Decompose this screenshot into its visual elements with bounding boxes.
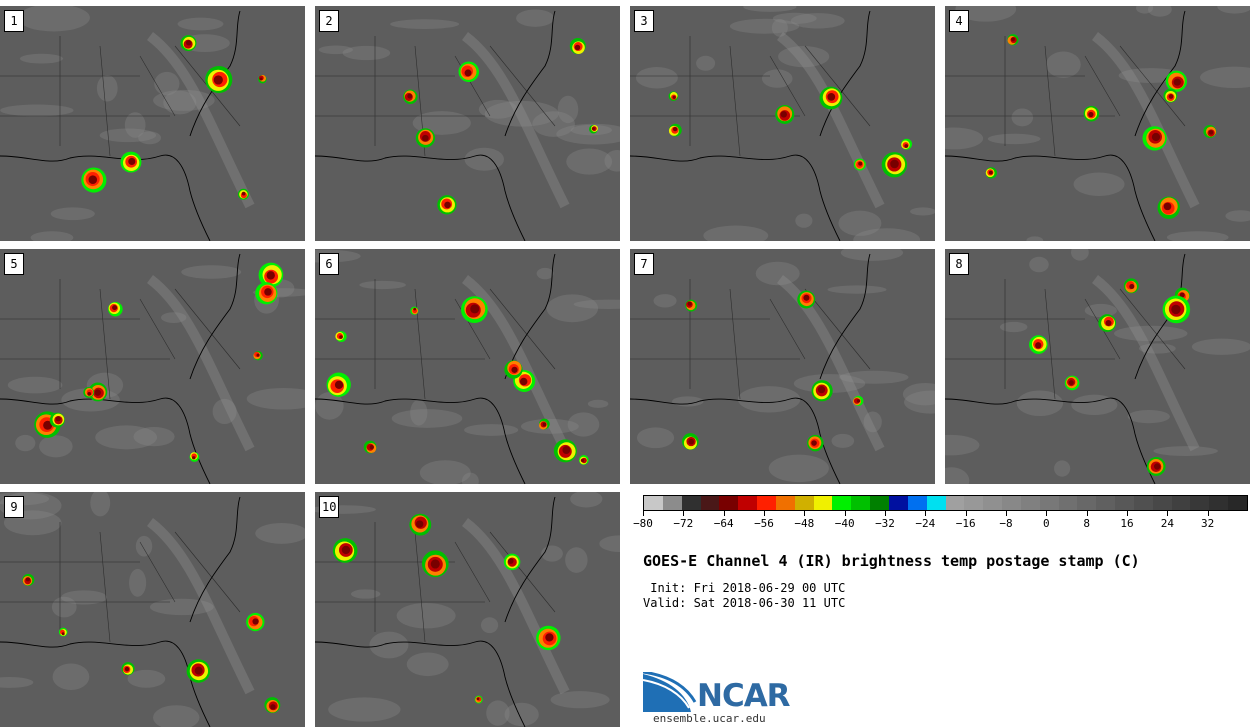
colorbar-tick bbox=[1006, 511, 1007, 516]
colorbar-swatch bbox=[775, 496, 795, 510]
valid-time: Valid: Sat 2018-06-30 11 UTC bbox=[643, 596, 846, 610]
colorbar-swatch bbox=[851, 496, 871, 510]
colorbar-tick bbox=[885, 511, 886, 516]
colorbar-tick bbox=[925, 511, 927, 516]
colorbar-tick bbox=[1207, 511, 1209, 516]
panel-label: 7 bbox=[634, 253, 654, 275]
colorbar-swatch bbox=[832, 496, 852, 510]
colorbar-swatch bbox=[719, 496, 739, 510]
panel-label: 2 bbox=[319, 10, 339, 32]
stamp-panel-1: 1 bbox=[0, 6, 305, 241]
panel-label: 9 bbox=[4, 496, 24, 518]
logo-wordmark: NCAR bbox=[697, 678, 791, 714]
colorbar-swatch bbox=[1152, 496, 1172, 510]
panel-label: 4 bbox=[949, 10, 969, 32]
panel-label: 10 bbox=[319, 496, 340, 518]
colorbar-swatch bbox=[1020, 496, 1040, 510]
colorbar-tick-label: −16 bbox=[955, 517, 976, 530]
colorbar-tick-label: −24 bbox=[915, 517, 936, 530]
colorbar-tick-label: 32 bbox=[1201, 517, 1215, 530]
colorbar-swatch bbox=[644, 496, 663, 510]
colorbar-swatch bbox=[757, 496, 776, 510]
colorbar-swatch bbox=[870, 496, 889, 510]
colorbar-swatch bbox=[1039, 496, 1059, 510]
colorbar-tick bbox=[683, 511, 685, 516]
colorbar-tick bbox=[804, 511, 806, 516]
figure-title: GOES-E Channel 4 (IR) brightness temp po… bbox=[643, 552, 1140, 570]
colorbar-swatch bbox=[907, 496, 927, 510]
colorbar-swatch bbox=[1058, 496, 1078, 510]
colorbar-tick-label: 24 bbox=[1160, 517, 1174, 530]
colorbar-tick bbox=[844, 511, 846, 516]
colorbar-swatch bbox=[1096, 496, 1116, 510]
colorbar-swatch bbox=[681, 496, 701, 510]
colorbar-tick-label: −32 bbox=[875, 517, 895, 530]
stamp-panel-3: 3 bbox=[630, 6, 935, 241]
colorbar-swatch bbox=[888, 496, 908, 510]
stamp-panel-6: 6 bbox=[315, 249, 620, 484]
colorbar-tick-label: 8 bbox=[1083, 517, 1090, 530]
ncar-logo-icon bbox=[643, 672, 697, 712]
panel-label: 3 bbox=[634, 10, 654, 32]
colorbar-tick-label: −80 bbox=[633, 517, 653, 530]
colorbar-swatch bbox=[700, 496, 720, 510]
colorbar-tick bbox=[764, 511, 765, 516]
stamp-panel-8: 8 bbox=[945, 249, 1250, 484]
init-time: Init: Fri 2018-06-29 00 UTC bbox=[643, 581, 846, 595]
colorbar-swatch bbox=[983, 496, 1003, 510]
colorbar-tick-label: −56 bbox=[754, 517, 774, 530]
colorbar-swatch bbox=[1077, 496, 1097, 510]
colorbar-tick bbox=[1086, 511, 1088, 516]
colorbar-swatch bbox=[662, 496, 682, 510]
colorbar-swatch bbox=[1228, 496, 1247, 510]
colorbar-tick bbox=[723, 511, 725, 516]
panel-label: 1 bbox=[4, 10, 24, 32]
colorbar-tick-label: 16 bbox=[1120, 517, 1134, 530]
colorbar-swatch bbox=[945, 496, 965, 510]
stamp-panel-10: 10 bbox=[315, 492, 620, 727]
colorbar-swatch bbox=[926, 496, 946, 510]
stamp-panel-2: 2 bbox=[315, 6, 620, 241]
colorbar-swatch bbox=[794, 496, 814, 510]
colorbar-swatch bbox=[1002, 496, 1021, 510]
colorbar-tick-label: −64 bbox=[713, 517, 734, 530]
colorbar-tick bbox=[1046, 511, 1048, 516]
colorbar-swatch bbox=[1171, 496, 1191, 510]
colorbar-swatch bbox=[813, 496, 833, 510]
colorbar-swatch bbox=[1133, 496, 1153, 510]
colorbar-swatch bbox=[738, 496, 758, 510]
stamp-panel-9: 9 bbox=[0, 492, 305, 727]
site-url: ensemble.ucar.edu bbox=[653, 712, 766, 725]
panel-label: 6 bbox=[319, 253, 339, 275]
colorbar-swatch bbox=[1115, 496, 1134, 510]
colorbar-swatch bbox=[964, 496, 984, 510]
colorbar-tick-label: −8 bbox=[999, 517, 1013, 530]
panel-label: 8 bbox=[949, 253, 969, 275]
colorbar-tick bbox=[1167, 511, 1169, 516]
colorbar-tick bbox=[965, 511, 967, 516]
colorbar-ticks: −80 −72 −64 −56 −48 −40 −32 −24 −16 −8 0 8 16 24 32 bbox=[633, 511, 1248, 533]
colorbar-swatch bbox=[1190, 496, 1210, 510]
colorbar-tick bbox=[643, 511, 644, 516]
colorbar-swatch bbox=[1209, 496, 1229, 510]
colorbar-tick-label: −48 bbox=[794, 517, 815, 530]
panel-label: 5 bbox=[4, 253, 24, 275]
stamp-panel-7: 7 bbox=[630, 249, 935, 484]
stamp-panel-4: 4 bbox=[945, 6, 1250, 241]
colorbar bbox=[643, 495, 1248, 511]
stamp-panel-5: 5 bbox=[0, 249, 305, 484]
colorbar-tick-label: −72 bbox=[673, 517, 694, 530]
colorbar-tick-label: 0 bbox=[1043, 517, 1050, 530]
colorbar-tick-label: −40 bbox=[834, 517, 855, 530]
colorbar-tick bbox=[1127, 511, 1128, 516]
